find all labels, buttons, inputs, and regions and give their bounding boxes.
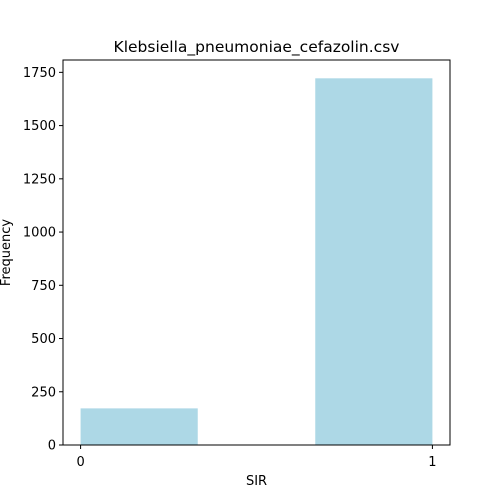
x-tick-label: 0 xyxy=(76,455,84,470)
chart-title: Klebsiella_pneumoniae_cefazolin.csv xyxy=(114,38,400,57)
y-tick-label: 1500 xyxy=(23,119,56,134)
bar-0 xyxy=(80,408,198,445)
y-tick-label: 1750 xyxy=(23,66,56,81)
y-tick-label: 500 xyxy=(31,332,56,347)
y-tick-label: 1250 xyxy=(23,172,56,187)
bar-1 xyxy=(315,78,433,445)
y-axis-label: Frequency xyxy=(0,219,14,286)
x-tick-label: 1 xyxy=(428,455,436,470)
y-tick-label: 1000 xyxy=(23,226,56,241)
y-tick-label: 250 xyxy=(31,385,56,400)
y-tick-label: 750 xyxy=(31,279,56,294)
y-tick-label: 0 xyxy=(48,439,56,454)
y-axis-ticks: 0 250 500 750 1000 1250 1500 1750 xyxy=(23,66,63,454)
x-axis-label: SIR xyxy=(246,474,267,489)
plot-frame xyxy=(62,59,451,446)
bars-group xyxy=(80,78,433,445)
